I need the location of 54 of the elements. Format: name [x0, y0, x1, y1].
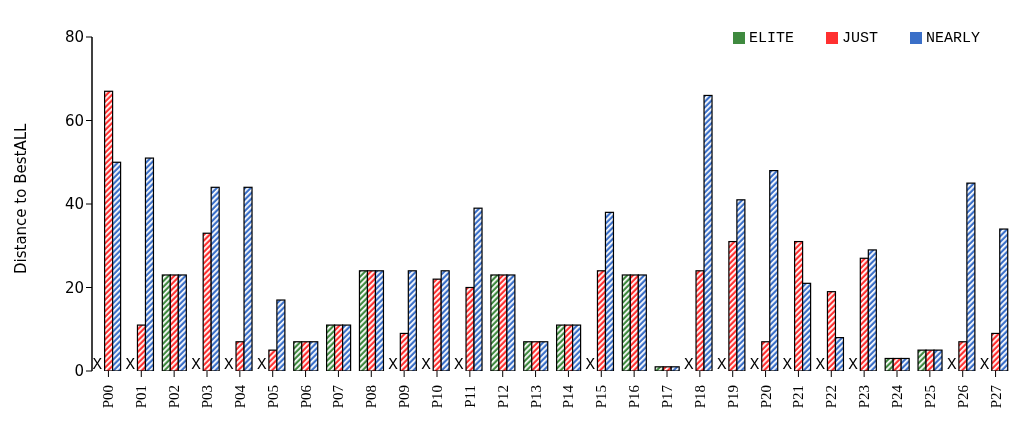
x-tick-label: P25	[921, 385, 938, 409]
x-tick-label: P23	[856, 385, 873, 409]
x-tick-label: P21	[790, 385, 807, 409]
y-tick-label: 20	[64, 278, 84, 297]
x-tick-label: P02	[166, 385, 183, 409]
y-axis-title: Distance to BestALL	[12, 122, 31, 274]
y-tick-label: 80	[64, 28, 84, 47]
x-tick-label: P04	[231, 384, 248, 409]
x-tick-label: P19	[724, 385, 741, 409]
annotation: X	[684, 356, 695, 374]
legend-label: ELITE	[748, 30, 794, 47]
x-tick-label: P10	[429, 385, 445, 409]
annotation: X	[585, 356, 596, 374]
annotation: X	[716, 356, 727, 374]
y-tick-label: 40	[64, 195, 84, 214]
x-tick-label: P09	[396, 385, 413, 409]
legend-label: JUST	[841, 30, 878, 47]
x-tick-label: P16	[626, 384, 643, 409]
x-tick-label: P14	[560, 384, 577, 409]
annotation: X	[979, 356, 990, 374]
annotation: X	[782, 356, 793, 374]
x-tick-label: P12	[494, 385, 511, 409]
x-tick-label: P20	[757, 385, 774, 409]
x-tick-label: P11	[461, 385, 478, 408]
x-tick-label: P06	[297, 384, 314, 409]
annotation: X	[946, 356, 957, 374]
annotation: X	[256, 356, 267, 374]
annotation: X	[454, 356, 465, 374]
x-tick-label: P13	[527, 385, 544, 409]
x-tick-label: P24	[889, 384, 905, 409]
x-tick-label: P05	[264, 385, 281, 409]
x-tick-label: P22	[823, 385, 840, 409]
annotation: X	[92, 356, 103, 374]
x-tick-label: P07	[330, 384, 347, 409]
x-tick-label: P15	[593, 385, 610, 409]
annotation: X	[191, 356, 202, 374]
x-tick-label: P18	[691, 385, 708, 409]
y-tick-label: 60	[64, 111, 84, 130]
x-tick-label: P00	[100, 385, 117, 409]
x-tick-label: P03	[199, 385, 215, 409]
annotation: X	[815, 356, 826, 374]
x-tick-label: P08	[363, 385, 380, 409]
x-tick-label: P17	[659, 384, 675, 409]
annotation: X	[388, 356, 399, 374]
x-tick-label: P01	[133, 385, 150, 409]
annotation: X	[848, 356, 859, 374]
x-tick-label: P26	[954, 384, 971, 409]
annotation: X	[421, 356, 432, 374]
legend-label: NEARLY	[925, 30, 980, 47]
annotation: X	[125, 356, 136, 374]
annotation: X	[224, 356, 235, 374]
x-tick-label: P27	[987, 384, 1004, 409]
annotation: X	[749, 356, 760, 374]
y-tick-label: 0	[74, 362, 84, 381]
